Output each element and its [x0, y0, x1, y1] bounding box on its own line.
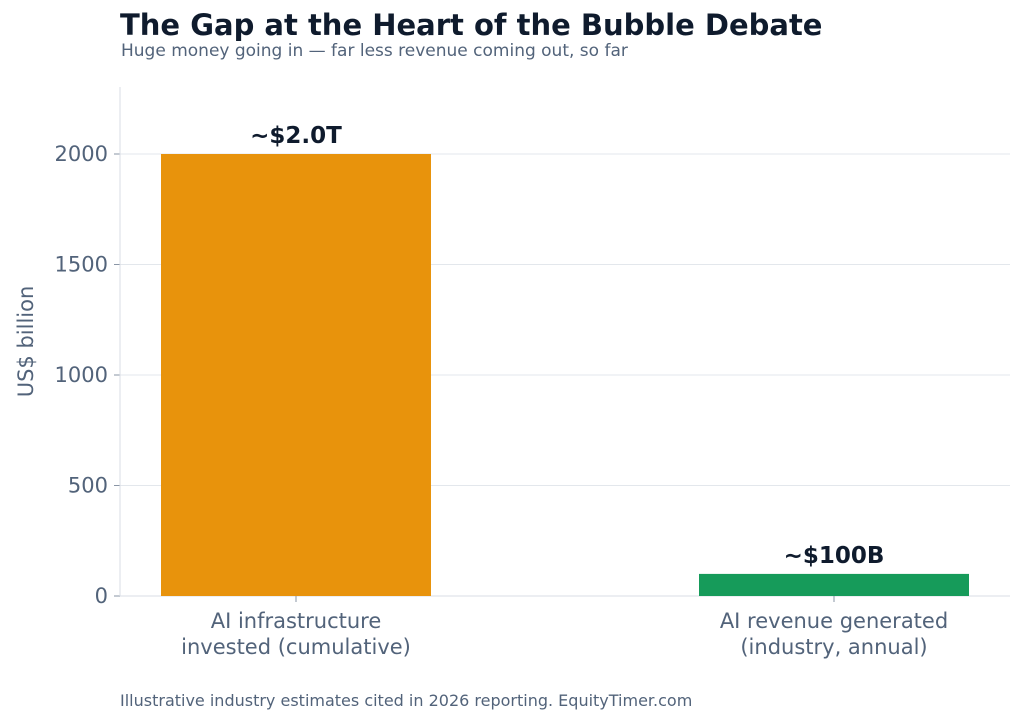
chart-subtitle: Huge money going in — far less revenue c…	[121, 41, 628, 61]
x-category-label: AI infrastructure	[211, 609, 382, 633]
bar	[161, 154, 431, 596]
x-category-label: AI revenue generated	[720, 609, 948, 633]
y-tick-label: 0	[95, 584, 108, 608]
data-label: ~$2.0T	[250, 123, 342, 149]
y-tick-label: 1500	[55, 253, 108, 277]
data-label: ~$100B	[784, 543, 885, 569]
source-footnote: Illustrative industry estimates cited in…	[120, 691, 693, 710]
bar	[699, 573, 969, 596]
chart-title: The Gap at the Heart of the Bubble Debat…	[120, 8, 823, 42]
y-tick-label: 2000	[55, 142, 108, 166]
y-tick-label: 1000	[55, 363, 108, 387]
y-tick-label: 500	[68, 474, 108, 498]
y-axis-title: US$ billion	[14, 286, 38, 398]
x-category-label: invested (cumulative)	[181, 635, 411, 659]
x-category-label: (industry, annual)	[740, 635, 927, 659]
